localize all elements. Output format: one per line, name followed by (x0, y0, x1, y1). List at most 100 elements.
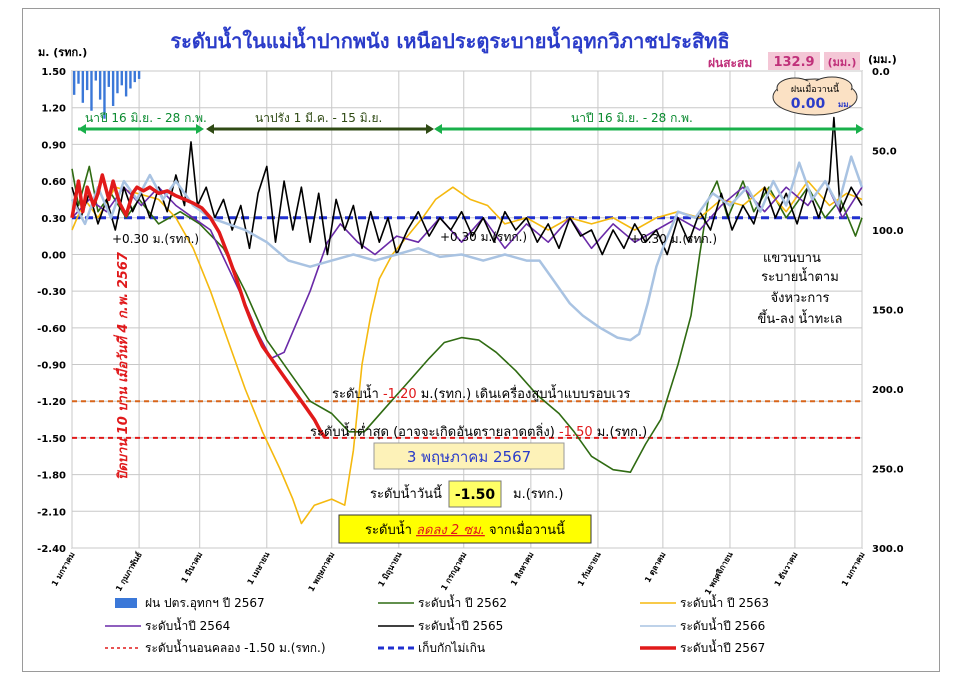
plus030-label-2: +0.30 ม.(รทก.) (440, 230, 527, 244)
left-tick-label: 0.60 (41, 177, 66, 188)
series-lines (70, 116, 864, 525)
cloud-fill (775, 81, 855, 113)
season3-arrowhead-right (856, 124, 864, 134)
left-axis-unit: ม. (รทก.) (38, 46, 87, 59)
season2-arrowhead-left (206, 124, 214, 134)
rain-bar (129, 71, 132, 89)
chart-title: ระดับน้ำในแม่น้ำปากพนัง เหนือประตูระบายน… (170, 26, 729, 55)
left-tick-label: 0.00 (41, 250, 66, 261)
rain-total-value: 132.9 (773, 55, 814, 70)
rain-bar (133, 71, 136, 83)
x-tick-label: 1 กรกฎาคม (439, 551, 468, 593)
season3-label: นาปี 16 มิ.ย. - 28 ก.พ. (571, 111, 693, 125)
today-label: ระดับน้ำวันนี้ (370, 484, 442, 502)
left-tick-label: -2.40 (37, 544, 66, 555)
change-text-b: ลดลง 2 ซม. (416, 523, 485, 538)
line150-text-a: ระดับน้ำต่ำสุด (อาจจะเกิดอันตรายลาดตลิ่ง… (310, 422, 559, 440)
season1-arrowhead-left (78, 124, 86, 134)
legend-label: ระดับน้ำ ปี 2562 (418, 594, 507, 610)
rain-bar (124, 71, 128, 97)
rain-yesterday-label: ฝนเมื่อวานนี้ (791, 82, 840, 95)
x-tick-label: 1 มกราคม (840, 551, 867, 588)
right-tick-label: 200.0 (872, 385, 904, 396)
series-line (70, 155, 864, 342)
season3-arrowhead-left (434, 124, 442, 134)
legend-label: เก็บกักไม่เกิน (418, 640, 485, 655)
legend-swatch (115, 598, 137, 608)
season1-arrowhead-right (196, 124, 204, 134)
right-tick-label: 50.0 (872, 147, 897, 158)
line120-annotation: ระดับน้ำ -1.20 ม.(รทก.) เดินเครื่องสูบน้… (332, 384, 630, 402)
left-tick-label: -0.30 (37, 287, 66, 298)
series-line (71, 180, 863, 360)
right-tick-label: 300.0 (872, 544, 904, 555)
legend: ฝน ปตร.อุทกฯ ปี 2567 ระดับน้ำ ปี 2562 ระดั… (105, 594, 769, 655)
plus030-label-1: +0.30 ม.(รทก.) (112, 232, 199, 246)
left-tick-label: -0.60 (37, 324, 66, 335)
right-tick-label: 100.0 (872, 226, 904, 237)
line150-annotation: ระดับน้ำต่ำสุด (อาจจะเกิดอันตรายลาดตลิ่ง… (310, 422, 647, 440)
rain-bar (103, 71, 106, 119)
series-line (71, 165, 863, 474)
reference-lines (72, 216, 862, 439)
today-value-box (448, 480, 502, 508)
rain-bar (107, 71, 110, 87)
x-tick-label: 1 ตุลาคม (643, 551, 668, 585)
date-box (373, 442, 565, 470)
date-text: 3 พฤษภาคม 2567 (407, 448, 531, 466)
x-tick-label: 1 มิถุนายน (376, 550, 404, 589)
rain-bar (81, 71, 85, 103)
left-tick-label: 1.50 (41, 67, 66, 78)
rain-yesterday-unit: มม. (838, 100, 852, 109)
rain-bar (94, 71, 98, 81)
x-tick-label: 1 เมษายน (246, 550, 272, 586)
rain-bars (72, 71, 141, 119)
x-tick-label: 1 สิงหาคม (509, 551, 536, 588)
series-line (71, 180, 863, 525)
rain-total-unit-box (824, 52, 860, 70)
right-note-3: จังหวะการ (771, 291, 830, 306)
legend-label: ระดับน้ำนอนคลอง -1.50 ม.(รทก.) (145, 639, 326, 655)
left-tick-label: -1.50 (37, 434, 66, 445)
rain-total-box (768, 52, 820, 70)
season2-label: นาปรัง 1 มี.ค. - 15 มิ.ย. (255, 111, 382, 125)
right-note-2: ระบายน้ำตาม (761, 267, 839, 285)
left-tick-label: 1.20 (41, 104, 66, 115)
line150-text-b: -1.50 (559, 425, 593, 440)
season2-arrowhead-right (426, 124, 434, 134)
right-axis-unit: (มม.) (868, 53, 897, 66)
rain-total-label: ฝนสะสม (708, 56, 752, 70)
series-line (71, 116, 863, 256)
left-tick-label: -1.20 (37, 397, 66, 408)
legend-label: ฝน ปตร.อุทกฯ ปี 2567 (145, 596, 265, 611)
left-tick-label: 0.30 (41, 214, 66, 225)
right-tick-label: 0.0 (872, 67, 890, 78)
x-tick-label: 1 มกราคม (50, 551, 77, 588)
rain-bar (120, 71, 123, 86)
line120-text-c: ม.(รทก.) เดินเครื่องสูบน้ำแบบรอบเวร (417, 384, 631, 402)
rain-total-unit: (มม.) (828, 56, 857, 69)
line150-text-c: ม.(รทก.) (593, 425, 648, 440)
right-note-1: แขวนบาน (763, 251, 821, 266)
rain-yesterday-cloud: ฝนเมื่อวานนี้ 0.00 มม. (772, 76, 858, 116)
x-tick-label: 1 พฤศจิกายน (703, 550, 735, 596)
rain-bar (137, 71, 141, 79)
right-tick-label: 250.0 (872, 465, 904, 476)
season1-label: นาปี 16 มิ.ย. - 28 ก.พ. (85, 111, 207, 125)
legend-label: ระดับน้ำปี 2566 (680, 617, 765, 633)
line120-text-b: -1.20 (383, 387, 417, 402)
rain-bar (77, 71, 80, 84)
rain-bar (72, 71, 76, 95)
plus030-label-3: +0.30 ม.(รทก.) (630, 232, 717, 246)
today-unit: ม.(รทก.) (513, 487, 563, 502)
series-line (70, 173, 327, 439)
season-arrows: นาปี 16 มิ.ย. - 28 ก.พ. นาปรัง 1 มี.ค. -… (78, 111, 864, 134)
left-tick-label: 0.90 (41, 140, 66, 151)
rain-yesterday-value: 0.00 (791, 96, 826, 112)
right-note-4: ขึ้น-ลง น้ำทะเล (757, 309, 842, 327)
change-box (338, 514, 592, 544)
right-tick-label: 150.0 (872, 306, 904, 317)
x-tick-label: 1 กันยายน (576, 550, 603, 588)
x-tick-label: 1 ธันวาคม (773, 551, 800, 589)
